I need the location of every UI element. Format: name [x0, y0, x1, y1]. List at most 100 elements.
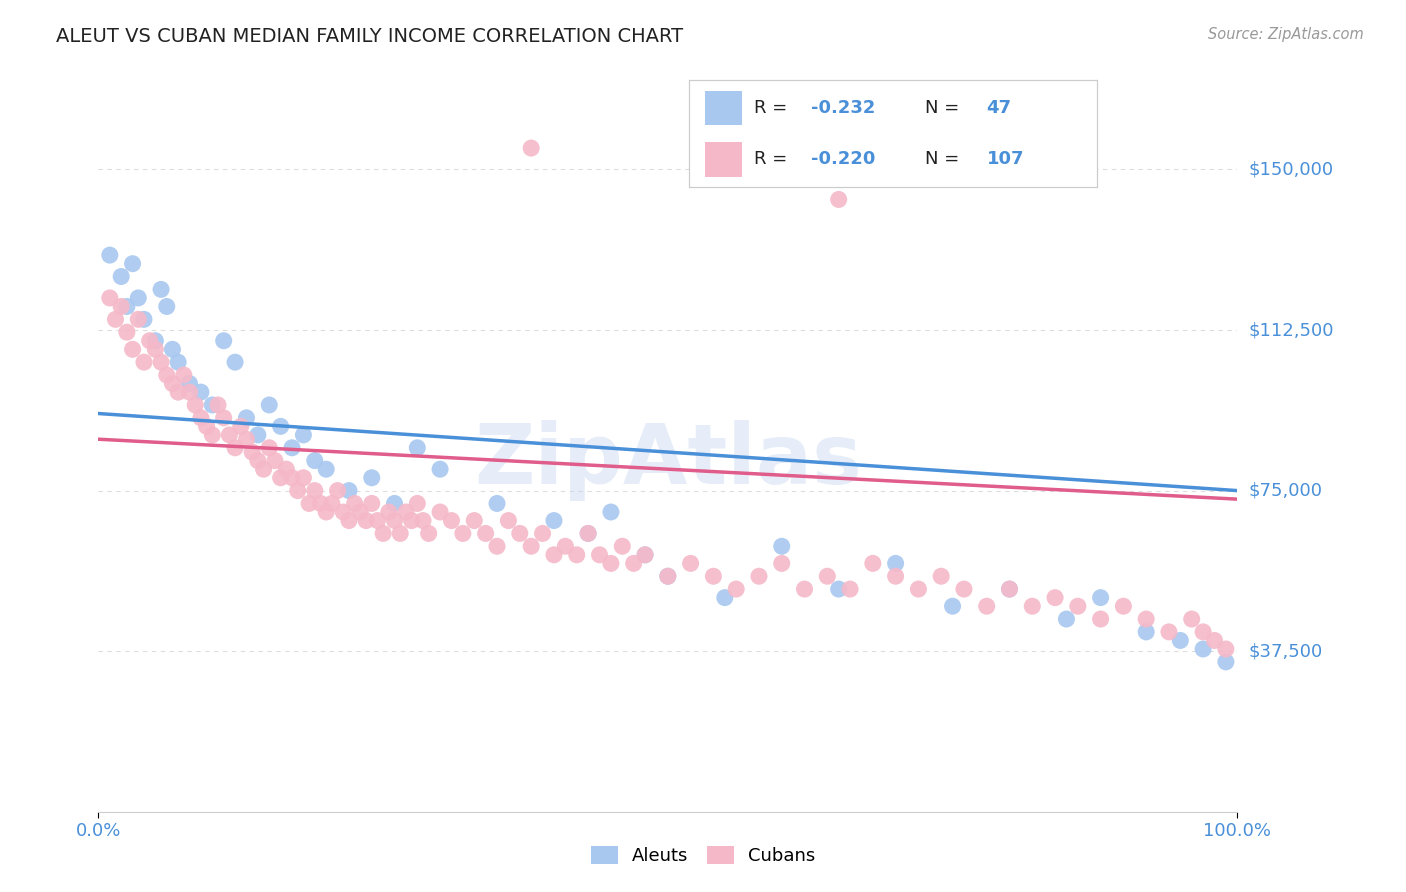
- Point: [224, 355, 246, 369]
- Point: [304, 483, 326, 498]
- Point: [929, 569, 952, 583]
- Point: [235, 432, 257, 446]
- Point: [976, 599, 998, 614]
- Point: [498, 514, 520, 528]
- Point: [1090, 612, 1112, 626]
- Text: 107: 107: [987, 151, 1024, 169]
- Text: N =: N =: [925, 99, 966, 117]
- Point: [121, 343, 143, 357]
- Point: [218, 428, 240, 442]
- FancyBboxPatch shape: [706, 91, 742, 125]
- Point: [770, 539, 793, 553]
- Point: [371, 526, 394, 541]
- Point: [576, 526, 599, 541]
- Point: [366, 514, 388, 528]
- Point: [1135, 612, 1157, 626]
- Point: [486, 539, 509, 553]
- Point: [440, 514, 463, 528]
- Point: [259, 441, 281, 455]
- Point: [195, 419, 218, 434]
- Point: [600, 505, 623, 519]
- Point: [281, 471, 304, 485]
- Point: [132, 312, 155, 326]
- Text: N =: N =: [925, 151, 966, 169]
- Point: [115, 325, 138, 339]
- Point: [588, 548, 610, 562]
- Point: [229, 419, 252, 434]
- Point: [281, 441, 304, 455]
- Point: [509, 526, 531, 541]
- Point: [98, 248, 121, 262]
- Point: [600, 557, 623, 571]
- Point: [702, 569, 724, 583]
- Point: [486, 496, 509, 510]
- Point: [1021, 599, 1043, 614]
- Text: -0.220: -0.220: [811, 151, 876, 169]
- Point: [543, 514, 565, 528]
- Point: [270, 471, 292, 485]
- Point: [520, 539, 543, 553]
- Point: [1135, 624, 1157, 639]
- Point: [907, 582, 929, 596]
- Point: [349, 505, 371, 519]
- Point: [287, 483, 309, 498]
- Point: [145, 343, 167, 357]
- Point: [576, 526, 599, 541]
- Point: [270, 419, 292, 434]
- Point: [246, 453, 269, 467]
- Point: [173, 368, 195, 382]
- Point: [1112, 599, 1135, 614]
- Point: [360, 496, 382, 510]
- Point: [298, 496, 321, 510]
- Point: [167, 385, 190, 400]
- Point: [1204, 633, 1226, 648]
- Point: [98, 291, 121, 305]
- Point: [179, 385, 201, 400]
- Point: [520, 141, 543, 155]
- Point: [793, 582, 815, 596]
- Point: [332, 505, 354, 519]
- Point: [127, 291, 149, 305]
- Point: [162, 343, 184, 357]
- Point: [384, 514, 406, 528]
- Point: [150, 282, 173, 296]
- Point: [554, 539, 576, 553]
- Point: [309, 496, 332, 510]
- Point: [389, 526, 412, 541]
- Point: [212, 334, 235, 348]
- Point: [121, 257, 143, 271]
- Point: [401, 514, 423, 528]
- Point: [828, 193, 851, 207]
- Point: [337, 514, 360, 528]
- Point: [212, 410, 235, 425]
- Text: $112,500: $112,500: [1249, 321, 1334, 339]
- Point: [156, 368, 179, 382]
- Point: [167, 355, 190, 369]
- Point: [1181, 612, 1204, 626]
- Point: [184, 398, 207, 412]
- Point: [406, 496, 429, 510]
- Point: [1067, 599, 1090, 614]
- Point: [1215, 655, 1237, 669]
- Point: [406, 441, 429, 455]
- Point: [463, 514, 485, 528]
- Point: [612, 539, 634, 553]
- Point: [127, 312, 149, 326]
- Point: [326, 483, 349, 498]
- Point: [451, 526, 474, 541]
- Text: $37,500: $37,500: [1249, 642, 1323, 660]
- Point: [657, 569, 679, 583]
- Point: [998, 582, 1021, 596]
- Point: [531, 526, 554, 541]
- Point: [132, 355, 155, 369]
- FancyBboxPatch shape: [706, 143, 742, 177]
- Point: [657, 569, 679, 583]
- Point: [156, 300, 179, 314]
- Point: [828, 582, 851, 596]
- Point: [384, 496, 406, 510]
- Point: [634, 548, 657, 562]
- Point: [395, 505, 418, 519]
- Point: [224, 441, 246, 455]
- Text: 47: 47: [987, 99, 1011, 117]
- Point: [292, 471, 315, 485]
